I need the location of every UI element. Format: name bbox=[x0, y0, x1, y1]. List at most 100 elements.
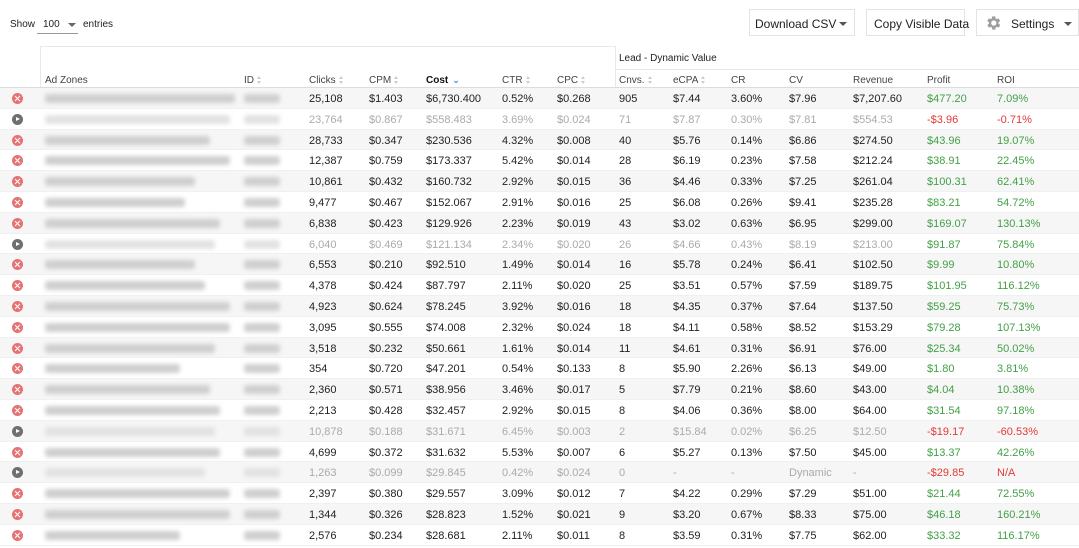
col-header-ctr[interactable]: CTR bbox=[502, 75, 531, 86]
cell-cv: $6.41 bbox=[789, 259, 817, 272]
play-icon[interactable] bbox=[12, 467, 23, 479]
cell-ecpa: $3.51 bbox=[673, 280, 701, 293]
settings-button[interactable]: Settings bbox=[976, 9, 1079, 36]
sort-icon bbox=[581, 76, 586, 84]
col-header-cpc[interactable]: CPC bbox=[557, 75, 586, 86]
col-header-cpm[interactable]: CPM bbox=[369, 75, 399, 86]
ad-zone-name-redacted[interactable] bbox=[45, 197, 185, 207]
col-header-clicks[interactable]: Clicks bbox=[309, 75, 344, 86]
ad-zone-name-redacted[interactable] bbox=[45, 281, 205, 291]
cell-clicks: 3,095 bbox=[309, 321, 337, 334]
cell-roi: 116.17% bbox=[997, 529, 1040, 542]
cell-revenue: $62.00 bbox=[853, 529, 887, 542]
ad-zone-name-redacted[interactable] bbox=[45, 426, 215, 436]
cell-profit: $169.07 bbox=[927, 217, 967, 230]
cell-ctr: 3.09% bbox=[502, 488, 534, 501]
ad-zone-name-redacted[interactable] bbox=[45, 364, 180, 374]
remove-icon[interactable] bbox=[12, 404, 23, 416]
ad-zone-name-redacted[interactable] bbox=[45, 385, 210, 395]
play-icon[interactable] bbox=[12, 238, 23, 250]
cell-roi: 50.02% bbox=[997, 342, 1035, 355]
cell-roi: 130.13% bbox=[997, 217, 1041, 230]
chevron-down-icon bbox=[839, 22, 847, 26]
remove-icon[interactable] bbox=[12, 508, 23, 520]
cell-cnvs: 18 bbox=[619, 321, 632, 334]
remove-icon[interactable] bbox=[12, 217, 23, 229]
ad-zone-name-redacted[interactable] bbox=[45, 218, 220, 228]
remove-icon[interactable] bbox=[12, 259, 23, 271]
col-header-cost[interactable]: Cost ⌄ bbox=[426, 75, 460, 86]
ad-zone-name-redacted[interactable] bbox=[45, 156, 230, 166]
table-body: 25,108 $1.403 $6,730.400 0.52% $0.268 905 $7.4… bbox=[0, 88, 1079, 546]
cell-cnvs: 9 bbox=[619, 508, 626, 521]
col-header-cnvs[interactable]: Cnvs. bbox=[619, 75, 653, 86]
cell-cost: $28.823 bbox=[426, 508, 466, 521]
cell-cv: $6.25 bbox=[789, 425, 817, 438]
cell-cr: 0.29% bbox=[731, 488, 763, 501]
ad-zone-name-redacted[interactable] bbox=[45, 509, 230, 519]
ad-zone-name-redacted[interactable] bbox=[45, 343, 215, 353]
col-header-cv[interactable]: CV bbox=[789, 75, 803, 86]
ad-zone-name-redacted[interactable] bbox=[45, 177, 195, 187]
cell-cpc: $0.020 bbox=[557, 280, 591, 293]
cell-roi: 75.73% bbox=[997, 300, 1035, 313]
remove-icon[interactable] bbox=[12, 196, 23, 208]
copy-visible-data-button[interactable]: Copy Visible Data bbox=[866, 9, 969, 36]
download-csv-button[interactable]: Download CSV bbox=[749, 9, 855, 36]
col-header-ecpa[interactable]: eCPA bbox=[673, 75, 706, 86]
ad-zone-name-redacted[interactable] bbox=[45, 405, 220, 415]
col-header-profit[interactable]: Profit bbox=[927, 75, 951, 86]
ad-zone-name-redacted[interactable] bbox=[45, 260, 195, 270]
ad-zone-name-redacted[interactable] bbox=[45, 530, 180, 540]
table-row: 10,861 $0.432 $160.732 2.92% $0.015 36 $4.46 0.… bbox=[0, 171, 1079, 192]
remove-icon[interactable] bbox=[12, 529, 23, 541]
remove-icon[interactable] bbox=[12, 280, 23, 292]
col-header-id[interactable]: ID bbox=[244, 75, 262, 86]
cell-cost: $121.134 bbox=[426, 238, 472, 251]
cell-cost: $50.661 bbox=[426, 342, 466, 355]
remove-icon[interactable] bbox=[12, 93, 23, 104]
ad-zone-name-redacted[interactable] bbox=[45, 489, 230, 499]
entries-select[interactable]: 100 bbox=[37, 16, 78, 34]
ad-zone-name-redacted[interactable] bbox=[45, 447, 220, 457]
zone-id-redacted bbox=[244, 530, 280, 540]
col-header-cr[interactable]: CR bbox=[731, 75, 746, 86]
play-icon[interactable] bbox=[12, 425, 23, 437]
cell-cnvs: 5 bbox=[619, 384, 626, 397]
remove-icon[interactable] bbox=[12, 363, 23, 375]
play-icon[interactable] bbox=[12, 113, 23, 125]
ad-zone-name-redacted[interactable] bbox=[45, 301, 230, 311]
table-row: 6,838 $0.423 $129.926 2.23% $0.019 43 $3.02 0.6… bbox=[0, 212, 1079, 234]
cell-ecpa: $4.61 bbox=[673, 342, 701, 355]
ad-zone-name-redacted[interactable] bbox=[45, 468, 205, 478]
col-header-revenue[interactable]: Revenue bbox=[853, 75, 894, 86]
cell-cpm: $0.432 bbox=[369, 176, 403, 189]
col-header-roi[interactable]: ROI bbox=[997, 75, 1015, 86]
ad-zone-name-redacted[interactable] bbox=[45, 322, 230, 332]
cell-cpc: $0.007 bbox=[557, 446, 591, 459]
cell-cost: $29.557 bbox=[426, 488, 466, 501]
cell-cost: $78.245 bbox=[426, 300, 466, 313]
table-row: 354 $0.720 $47.201 0.54% $0.133 8 $5.90 2.26% $6… bbox=[0, 358, 1079, 380]
cell-clicks: 2,397 bbox=[309, 488, 337, 501]
ad-zone-name-redacted[interactable] bbox=[45, 94, 235, 103]
ad-zone-name-redacted[interactable] bbox=[45, 239, 215, 249]
ad-zone-name-redacted[interactable] bbox=[45, 135, 210, 145]
remove-icon[interactable] bbox=[12, 446, 23, 458]
remove-icon[interactable] bbox=[12, 134, 23, 146]
remove-icon[interactable] bbox=[12, 488, 23, 500]
ad-zone-name-redacted[interactable] bbox=[45, 114, 230, 124]
col-header-ad-zones[interactable]: Ad Zones bbox=[45, 75, 88, 86]
remove-icon[interactable] bbox=[12, 384, 23, 396]
cell-cost: $6,730.400 bbox=[426, 93, 482, 105]
remove-icon[interactable] bbox=[12, 300, 23, 312]
cell-ctr: 1.61% bbox=[502, 342, 534, 355]
remove-icon[interactable] bbox=[12, 321, 23, 333]
sort-icon bbox=[394, 76, 399, 84]
remove-icon[interactable] bbox=[12, 176, 23, 188]
cell-cr: 0.36% bbox=[731, 404, 763, 417]
cell-revenue: $274.50 bbox=[853, 134, 893, 147]
remove-icon[interactable] bbox=[12, 342, 23, 354]
table-row: 28,733 $0.347 $230.536 4.32% $0.008 40 $5.76 0.… bbox=[0, 129, 1079, 151]
remove-icon[interactable] bbox=[12, 155, 23, 167]
